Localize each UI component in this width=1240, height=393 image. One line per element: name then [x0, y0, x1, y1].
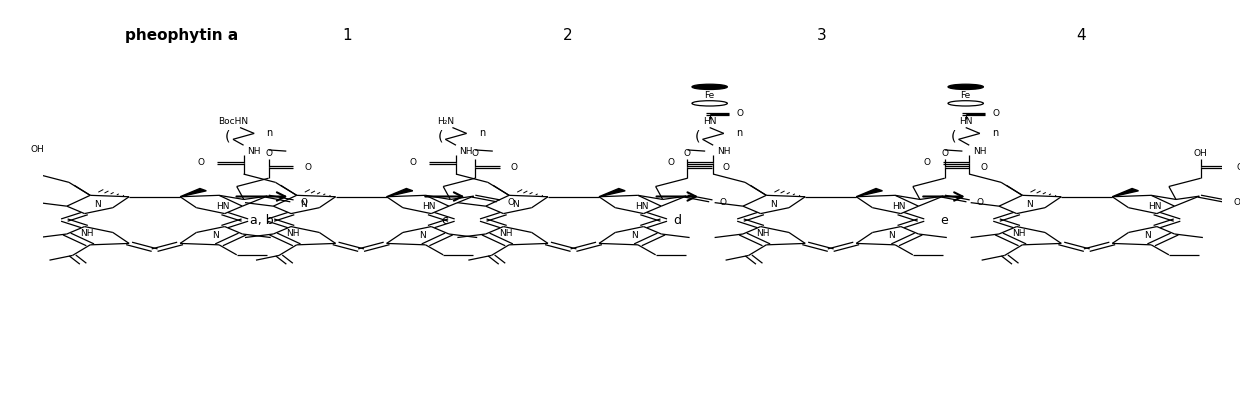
Text: n: n: [992, 129, 998, 138]
Text: N: N: [1025, 200, 1033, 209]
Text: OH: OH: [30, 145, 43, 154]
Text: O: O: [667, 158, 675, 167]
Text: O: O: [265, 149, 272, 158]
Text: pheophytin a: pheophytin a: [125, 28, 238, 42]
Polygon shape: [856, 189, 883, 197]
Text: n: n: [267, 129, 273, 138]
Text: NH: NH: [498, 229, 512, 238]
Ellipse shape: [949, 101, 983, 106]
Text: BocHN: BocHN: [218, 117, 248, 126]
Text: NH: NH: [247, 147, 260, 156]
Text: O: O: [301, 198, 308, 207]
Text: O: O: [980, 163, 987, 171]
Text: NH: NH: [973, 147, 986, 156]
Text: O: O: [737, 110, 743, 118]
Text: (: (: [224, 129, 231, 143]
Ellipse shape: [692, 101, 728, 106]
Text: NH: NH: [286, 229, 300, 238]
Text: O: O: [941, 149, 949, 158]
Text: O: O: [1236, 163, 1240, 171]
Text: N: N: [888, 231, 895, 241]
Text: HN: HN: [216, 202, 229, 211]
Text: NH: NH: [717, 147, 730, 156]
Polygon shape: [387, 189, 413, 197]
Text: (: (: [694, 129, 701, 143]
Text: N: N: [300, 200, 308, 209]
Text: O: O: [410, 158, 417, 167]
Text: OH: OH: [1194, 149, 1208, 158]
Text: N: N: [770, 200, 776, 209]
Text: N: N: [631, 231, 637, 241]
Text: HN: HN: [959, 117, 972, 126]
Text: N: N: [512, 200, 520, 209]
Text: O: O: [1233, 198, 1240, 207]
Text: N: N: [1145, 231, 1151, 241]
Text: HN: HN: [892, 202, 905, 211]
Text: 2: 2: [563, 28, 573, 42]
Text: HN: HN: [1148, 202, 1162, 211]
Text: O: O: [197, 158, 205, 167]
Text: NH: NH: [1012, 229, 1025, 238]
Text: n: n: [479, 129, 485, 138]
Text: N: N: [212, 231, 219, 241]
Text: 3: 3: [816, 28, 826, 42]
Text: O: O: [511, 163, 517, 171]
Text: n: n: [737, 129, 743, 138]
Text: a, b: a, b: [250, 213, 274, 227]
Ellipse shape: [949, 84, 983, 90]
Text: NH: NH: [460, 147, 472, 156]
Text: O: O: [719, 198, 727, 207]
Text: N: N: [419, 231, 425, 241]
Text: Fe: Fe: [704, 91, 714, 99]
Text: O: O: [977, 198, 985, 207]
Polygon shape: [1112, 189, 1138, 197]
Polygon shape: [180, 189, 206, 197]
Polygon shape: [599, 189, 625, 197]
Text: N: N: [94, 200, 100, 209]
Text: NH: NH: [79, 229, 93, 238]
Text: HN: HN: [423, 202, 435, 211]
Text: 1: 1: [342, 28, 352, 42]
Text: O: O: [924, 158, 930, 167]
Text: O: O: [471, 149, 479, 158]
Text: O: O: [684, 149, 691, 158]
Text: O: O: [304, 163, 311, 171]
Text: H₂N: H₂N: [436, 117, 454, 126]
Text: (: (: [438, 129, 443, 143]
Text: HN: HN: [635, 202, 649, 211]
Text: NH: NH: [756, 229, 770, 238]
Text: 4: 4: [1076, 28, 1086, 42]
Text: d: d: [673, 213, 681, 227]
Text: O: O: [723, 163, 730, 171]
Text: O: O: [992, 110, 999, 118]
Text: c: c: [441, 213, 449, 227]
Text: O: O: [507, 198, 515, 207]
Text: Fe: Fe: [961, 91, 971, 99]
Ellipse shape: [692, 84, 728, 90]
Text: e: e: [940, 213, 947, 227]
Text: (: (: [951, 129, 956, 143]
Text: HN: HN: [703, 117, 717, 126]
